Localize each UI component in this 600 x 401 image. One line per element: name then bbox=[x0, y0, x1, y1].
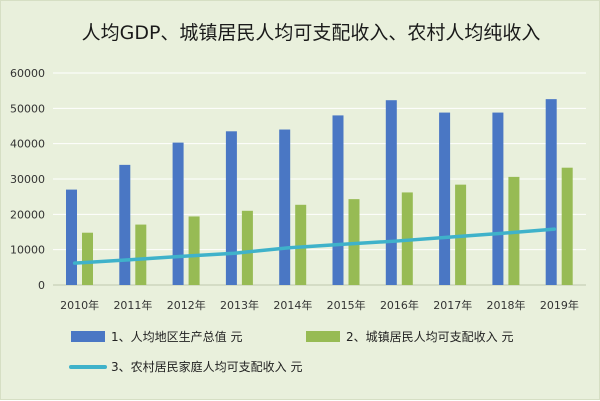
series-line bbox=[72, 227, 557, 265]
bar-1 bbox=[545, 99, 557, 285]
x-tick-label: 2019年 bbox=[540, 298, 579, 312]
bar-1 bbox=[332, 115, 344, 286]
legend-label: 3、农村居民家庭人均可支配收入 元 bbox=[111, 359, 302, 374]
bar-1 bbox=[66, 189, 77, 285]
bar-1 bbox=[385, 100, 397, 285]
bar-1 bbox=[225, 131, 237, 285]
chart-title: 人均GDP、城镇居民人均可支配收入、农村人均纯收入 bbox=[82, 22, 541, 44]
line-marks bbox=[72, 227, 557, 265]
legend-label: 1、人均地区生产总值 元 bbox=[111, 329, 242, 344]
bar-1 bbox=[119, 164, 131, 285]
y-tick-label: 60000 bbox=[10, 67, 45, 80]
legend-swatch bbox=[71, 331, 105, 342]
y-tick-label: 0 bbox=[38, 279, 45, 292]
bar-2 bbox=[241, 210, 253, 285]
bar-1 bbox=[439, 112, 451, 285]
bar-2 bbox=[561, 167, 573, 285]
y-tick-label: 50000 bbox=[10, 102, 45, 115]
y-tick-label: 30000 bbox=[10, 173, 45, 186]
x-tick-label: 2015年 bbox=[327, 298, 366, 312]
x-tick-label: 2016年 bbox=[380, 298, 419, 312]
x-tick-label: 2012年 bbox=[167, 298, 206, 312]
bar-2 bbox=[188, 216, 200, 285]
legend-label: 2、城镇居民人均可支配收入 元 bbox=[346, 330, 513, 344]
bar-1 bbox=[492, 112, 504, 285]
gridlines bbox=[53, 72, 586, 286]
bar-1 bbox=[279, 129, 291, 285]
bar-2 bbox=[295, 204, 307, 285]
x-tick-label: 2013年 bbox=[220, 298, 259, 312]
x-tick-label: 2010年 bbox=[60, 298, 99, 312]
legend-swatch bbox=[306, 331, 340, 342]
x-axis: 2010年 2011年 2012年 2013年 2014年 2015年 2016年 2017年… bbox=[60, 298, 579, 312]
x-tick-label: 2014年 bbox=[273, 298, 312, 312]
y-tick-label: 40000 bbox=[10, 138, 45, 151]
x-tick-label: 2017年 bbox=[433, 298, 472, 312]
legend: 1、人均地区生产总值 元 2、城镇居民人均可支配收入 元 3、农村居民家庭人均可支配… bbox=[69, 329, 513, 374]
y-tick-label: 10000 bbox=[10, 244, 45, 257]
bar-2 bbox=[82, 232, 93, 285]
y-tick-label: 20000 bbox=[10, 208, 45, 221]
y-axis: 0 10000 20000 30000 40000 50000 60000 bbox=[10, 67, 45, 292]
bar-2 bbox=[135, 224, 147, 285]
bar-1 bbox=[172, 142, 184, 285]
bar-marks bbox=[66, 99, 573, 286]
x-tick-label: 2018年 bbox=[487, 298, 526, 312]
x-tick-label: 2011年 bbox=[113, 298, 152, 312]
